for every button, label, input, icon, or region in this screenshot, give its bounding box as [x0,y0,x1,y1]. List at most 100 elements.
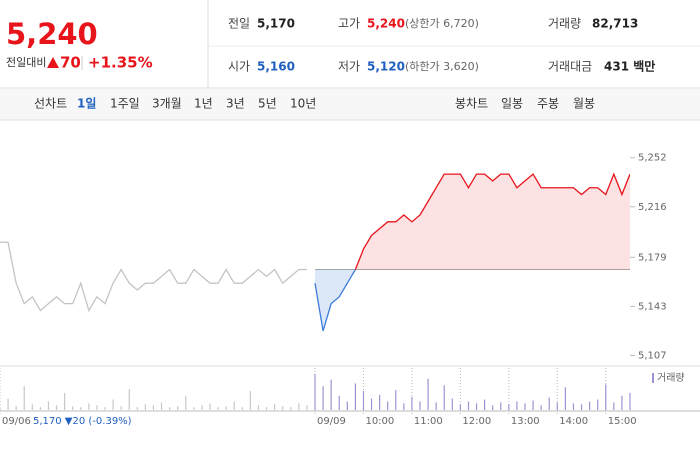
label: 거래량 [548,17,581,31]
volume-bar [427,378,429,410]
volume-bar [419,401,421,410]
volume-bar [330,379,332,410]
volume-bar [516,401,518,410]
x-tick-label: 12:00 [462,416,491,427]
volume-bar [459,404,461,410]
x-tick-label: 13:00 [511,416,540,427]
y-tick-label: 5,252 [638,153,667,164]
volume-bar [484,399,486,410]
volume-bar [39,407,41,410]
volume-bar [395,390,397,410]
label: 거래대금 [548,60,592,74]
volume-bar [370,398,373,410]
volume-bar [282,406,284,410]
x-tick-label: 11:00 [414,416,443,427]
volume-bar [306,405,308,410]
volume-bar [7,398,9,410]
x-tick-label: 10:00 [365,416,394,427]
tab[interactable]: 월봉 [573,97,595,111]
change-rate: +1.35% [88,54,153,72]
volume-bar [564,387,566,410]
volume-bar [443,385,445,410]
tab[interactable]: 3개월 [152,97,182,111]
x-tick-label: 14:00 [559,416,588,427]
tab-bar [0,89,700,120]
y-tick-label: 5,143 [638,301,667,312]
volume-bar [290,407,292,410]
volume-bar [605,384,607,410]
value: 5,120 [367,60,405,74]
volume-bar [88,403,90,410]
value: 5,170 [257,17,295,31]
y-tick-label: 5,107 [638,350,667,361]
tab[interactable]: 일봉 [501,97,523,111]
tab[interactable]: 1일 [77,97,96,111]
volume-bar [532,400,534,410]
volume-bar [233,401,235,410]
volume-bar [201,405,203,410]
volume-bar [379,394,381,410]
volume-bar [23,386,25,410]
up-icon [47,57,59,68]
volume-bar [0,407,1,410]
volume-bar [31,404,33,410]
legend-swatch [652,373,654,383]
volume-bar [451,398,453,410]
label: 고가 [338,17,360,31]
volume-bar [613,402,615,410]
volume-bar [354,383,356,410]
value: 5,160 [257,60,295,74]
volume-bar [249,391,251,410]
label: 저가 [338,60,360,74]
volume-bar [136,407,138,410]
tab[interactable]: 1주일 [110,97,140,111]
volume-bar [225,406,227,410]
volume-bar [217,407,219,410]
volume-bar [152,405,155,410]
value: 82,713 [592,17,638,31]
value: 431 백만 [604,59,655,74]
volume-bar [298,403,300,410]
change-label: 전일대비 [6,55,46,69]
tab[interactable]: 5년 [258,97,277,111]
area-below [315,269,630,331]
tab[interactable]: 1년 [194,97,213,111]
volume-bar [540,405,542,410]
volume-bar [55,405,58,410]
volume-bar [572,403,575,410]
volume-bar [589,401,591,410]
volume-bar [467,401,470,410]
tab[interactable]: 주봉 [537,97,559,111]
volume-bar [160,402,163,410]
volume-bar [403,403,405,410]
tab[interactable]: 3년 [226,97,245,111]
volume-bar [411,396,413,410]
volume-bar [492,405,494,410]
change: 70 [60,54,81,72]
volume-bar [144,404,146,410]
volume-bar [96,405,98,410]
volume-bar [274,404,276,410]
volume-bar [128,389,130,410]
volume-bar [435,402,437,410]
tab[interactable]: 10년 [290,97,316,111]
price-line [0,241,307,313]
tab-group-label: 선차트 [34,97,67,111]
volume-bar [193,407,195,410]
volume-bar [475,403,478,410]
y-tick-label: 5,216 [638,202,667,213]
volume-bar [580,404,583,410]
x-tick-label: 15:00 [608,416,637,427]
volume-bar [508,404,510,410]
volume-bar [346,401,348,410]
volume-bar [597,399,599,410]
annotation: 5,170 ▼20 (-0.39%) [33,416,132,427]
volume-bar [548,397,550,410]
price: 5,240 [6,17,98,51]
volume-bar [621,395,623,410]
legend-label: 거래량 [657,372,685,384]
price-line [354,172,630,270]
volume-bar [120,406,122,410]
